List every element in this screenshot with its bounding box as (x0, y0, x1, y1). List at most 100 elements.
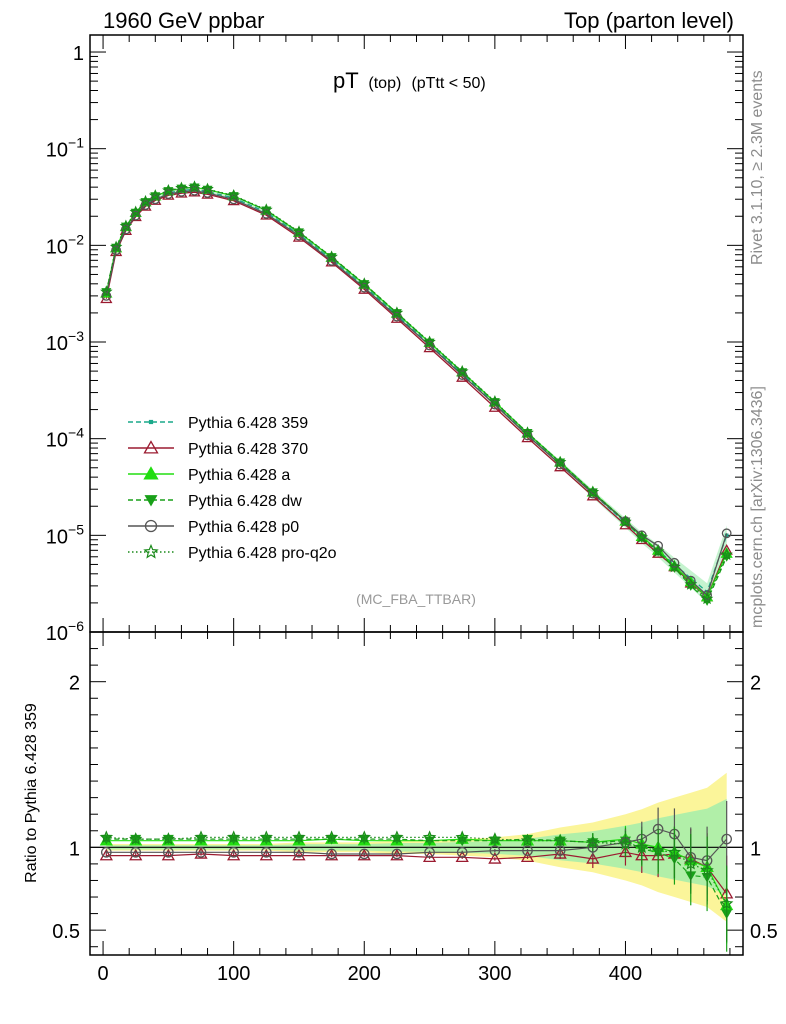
main-data-point (390, 312, 404, 323)
main-data-point (358, 277, 371, 290)
main-uncertainty-band (106, 188, 727, 603)
ratio-data-point (456, 846, 468, 858)
legend-marker-swatch (143, 466, 159, 480)
legend-entry: Pythia 6.428 pro-q2o (128, 543, 337, 562)
main-data-point (139, 194, 152, 207)
header-left: 1960 GeV ppbar (103, 8, 264, 33)
legend-entry-label: Pythia 6.428 370 (188, 441, 308, 458)
main-data-point (700, 592, 714, 605)
ratio-y-tick-label-left: 0.5 (52, 921, 80, 943)
main-data-point (668, 560, 681, 573)
ratio-data-point (586, 835, 600, 849)
ratio-data-point (488, 852, 502, 864)
ratio-y-tick-label-left: 1 (69, 838, 80, 860)
plot-title: pT (top) (pTtt < 50) (333, 68, 486, 93)
main-data-point (121, 224, 131, 235)
main-y-tick-label: 1 (73, 43, 84, 65)
ratio-data-point (129, 848, 143, 861)
ratio-data-point (292, 830, 306, 844)
ratio-data-point (324, 848, 339, 861)
ratio-series-4 (99, 826, 734, 942)
ratio-data-point (424, 846, 435, 858)
ratio-panel-frame (89, 631, 744, 956)
ratio-data-point (489, 845, 501, 856)
ratio-data-point (553, 847, 567, 859)
ratio-series-line (106, 836, 728, 905)
main-y-tick-label: 10−1 (46, 135, 84, 162)
ratio-data-point (194, 830, 208, 844)
ratio-data-point (357, 848, 371, 861)
ratio-data-point (390, 830, 404, 844)
main-data-point (111, 245, 122, 256)
ratio-data-point (488, 832, 502, 845)
main-data-point (119, 219, 133, 232)
main-data-point (148, 189, 162, 202)
main-data-point (130, 210, 141, 221)
main-data-point (489, 399, 500, 410)
ratio-data-point (163, 846, 174, 858)
legend-entry: Pythia 6.428 p0 (128, 519, 299, 536)
ratio-data-point (358, 848, 370, 860)
ratio-data-point (292, 848, 306, 861)
main-data-point (325, 250, 338, 263)
main-data-point (162, 183, 175, 196)
main-data-point (521, 426, 534, 439)
ratio-y-axis-label: Ratio to Pythia 6.428 359 (23, 703, 40, 883)
main-data-point (201, 182, 214, 195)
ratio-data-point (324, 830, 339, 844)
ratio-data-point (390, 848, 404, 861)
ratio-data-point (635, 840, 649, 854)
legend-entry-label: Pythia 6.428 a (188, 467, 290, 484)
legend-marker-swatch (148, 419, 154, 425)
ratio-data-point (161, 832, 176, 845)
main-data-point (684, 577, 697, 590)
legend-marker-swatch (143, 440, 159, 454)
main-data-point (553, 455, 567, 468)
ratio-y-tick-label-left: 2 (69, 673, 80, 695)
legend-entry: Pythia 6.428 a (128, 466, 290, 484)
ratio-data-point (99, 848, 113, 861)
x-tick-label: 300 (478, 963, 511, 985)
main-data-point (150, 194, 161, 205)
main-data-point (176, 186, 187, 197)
analysis-watermark: (MC_FBA_TTBAR) (356, 591, 476, 607)
legend-entry-label: Pythia 6.428 359 (188, 415, 308, 432)
main-series-group (100, 180, 733, 606)
main-data-point (188, 180, 201, 193)
ratio-y-tick-label-right: 0.5 (750, 921, 778, 943)
ratio-data-point (422, 830, 437, 844)
main-series-line (105, 186, 728, 600)
ratio-data-point (618, 836, 633, 850)
ratio-data-point (326, 848, 337, 860)
ratio-y-tick-label-right: 1 (750, 838, 761, 860)
ratio-data-point (130, 846, 142, 858)
main-data-point (651, 544, 665, 557)
main-data-point (587, 488, 598, 499)
main-series-5 (100, 180, 733, 605)
ratio-data-point (226, 830, 241, 844)
main-data-point (358, 283, 371, 294)
ratio-data-point (260, 846, 272, 858)
main-reference-band (106, 188, 727, 603)
ratio-data-point (667, 845, 682, 859)
main-data-point (423, 335, 436, 348)
ratio-data-point (99, 830, 114, 844)
main-data-point (163, 189, 174, 199)
main-axis-ticks: 1 10−1 10−2 10−3 10−4 10−5 10−6 (46, 35, 743, 645)
legend-marker-swatch (143, 543, 159, 559)
main-data-point (260, 203, 273, 216)
ratio-data-point (391, 848, 403, 860)
ratio-data-point (228, 846, 239, 858)
ratio-data-point (129, 832, 143, 845)
ratio-data-point (721, 833, 733, 845)
rivet-label: Rivet 3.1.10, ≥ 2.3M events (749, 70, 766, 265)
main-data-point (109, 240, 123, 253)
ratio-data-point (357, 830, 371, 844)
legend-entry-label: Pythia 6.428 p0 (188, 519, 299, 536)
main-data-point (720, 548, 733, 561)
main-data-point (390, 306, 404, 319)
ratio-data-point (586, 852, 600, 864)
main-data-point (227, 188, 240, 201)
x-tick-label: 100 (217, 963, 250, 985)
